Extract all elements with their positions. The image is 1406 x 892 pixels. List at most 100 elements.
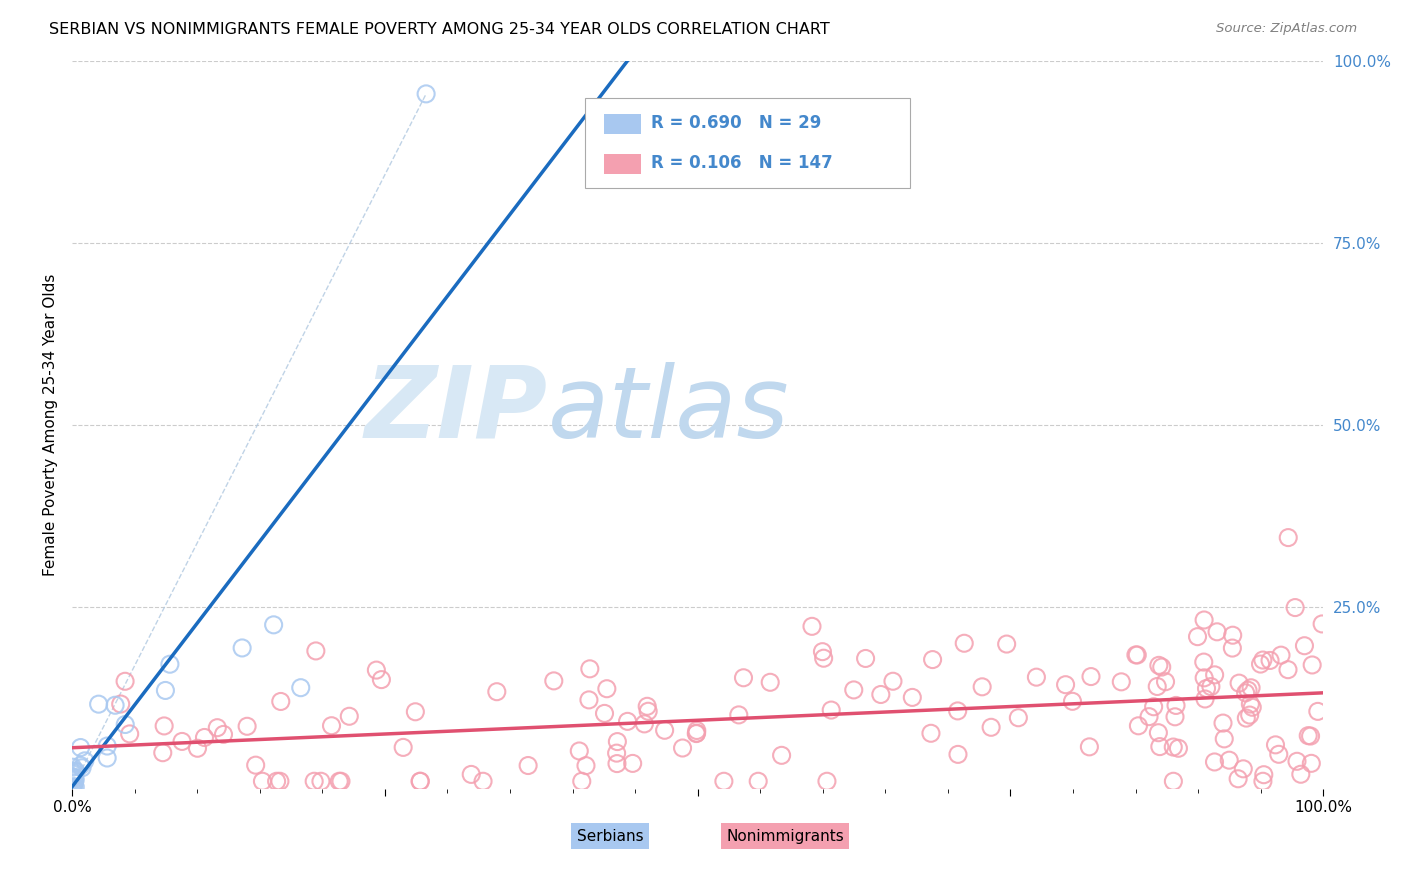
Point bbox=[270, 694, 292, 708]
Point bbox=[152, 746, 174, 760]
Point bbox=[263, 617, 285, 632]
Point bbox=[1146, 680, 1168, 694]
Point bbox=[305, 644, 328, 658]
Point bbox=[321, 719, 343, 733]
Point bbox=[811, 645, 834, 659]
Text: Serbians: Serbians bbox=[576, 829, 644, 844]
Point bbox=[1301, 657, 1323, 672]
Point bbox=[727, 707, 749, 722]
Point bbox=[801, 619, 824, 633]
Point bbox=[579, 662, 602, 676]
Point bbox=[155, 683, 177, 698]
Point bbox=[1237, 683, 1260, 698]
Point bbox=[63, 772, 86, 786]
Point bbox=[1192, 613, 1215, 627]
Bar bbox=[603, 113, 641, 134]
Point bbox=[1306, 705, 1329, 719]
Point bbox=[1111, 674, 1133, 689]
Point bbox=[404, 705, 426, 719]
Point bbox=[1239, 708, 1261, 723]
Point bbox=[1212, 716, 1234, 731]
Point bbox=[980, 720, 1002, 734]
Bar bbox=[603, 153, 641, 174]
Point bbox=[269, 774, 291, 789]
Y-axis label: Female Poverty Among 25-34 Year Olds: Female Poverty Among 25-34 Year Olds bbox=[44, 274, 58, 576]
Point bbox=[685, 726, 707, 740]
Point bbox=[337, 709, 360, 723]
Point bbox=[770, 748, 793, 763]
Point bbox=[70, 761, 93, 775]
Point bbox=[946, 747, 969, 762]
Point bbox=[1143, 699, 1166, 714]
Point bbox=[1149, 739, 1171, 754]
Text: Source: ZipAtlas.com: Source: ZipAtlas.com bbox=[1216, 22, 1357, 36]
Point bbox=[578, 693, 600, 707]
Point bbox=[813, 651, 835, 665]
Point bbox=[60, 766, 83, 780]
Point bbox=[1204, 755, 1226, 769]
Point bbox=[110, 697, 132, 711]
Point bbox=[633, 717, 655, 731]
Point bbox=[409, 774, 432, 789]
Point bbox=[207, 721, 229, 735]
Point bbox=[1025, 670, 1047, 684]
Point bbox=[472, 774, 495, 789]
Point bbox=[415, 87, 437, 101]
Point bbox=[236, 719, 259, 733]
Point bbox=[1125, 648, 1147, 662]
Point bbox=[328, 774, 350, 789]
Point bbox=[1277, 663, 1299, 677]
Point bbox=[212, 727, 235, 741]
Point bbox=[460, 767, 482, 781]
Point bbox=[820, 703, 842, 717]
Point bbox=[186, 741, 208, 756]
Point bbox=[543, 673, 565, 688]
Point bbox=[1078, 739, 1101, 754]
Point bbox=[330, 774, 353, 789]
Point bbox=[65, 780, 87, 794]
Point bbox=[1126, 648, 1149, 662]
Point bbox=[1258, 653, 1281, 667]
Point bbox=[946, 704, 969, 718]
Point bbox=[621, 756, 644, 771]
Point bbox=[685, 726, 707, 740]
Point bbox=[1187, 630, 1209, 644]
Point bbox=[60, 771, 83, 785]
Point bbox=[370, 673, 392, 687]
Point bbox=[686, 723, 709, 738]
Point bbox=[901, 690, 924, 705]
Point bbox=[654, 723, 676, 738]
Point bbox=[1192, 655, 1215, 669]
Point bbox=[1234, 711, 1257, 725]
Point bbox=[1285, 754, 1308, 768]
Point bbox=[869, 688, 891, 702]
Point bbox=[1218, 753, 1240, 767]
Point bbox=[575, 758, 598, 772]
Point bbox=[1299, 729, 1322, 743]
Point bbox=[747, 774, 769, 789]
Point bbox=[63, 773, 86, 788]
Point bbox=[1206, 624, 1229, 639]
Point bbox=[63, 771, 86, 785]
Point bbox=[1195, 681, 1218, 696]
Point bbox=[309, 774, 332, 789]
Text: atlas: atlas bbox=[547, 362, 789, 458]
Point bbox=[815, 774, 838, 789]
Point bbox=[1007, 711, 1029, 725]
Point bbox=[1239, 697, 1261, 711]
Point bbox=[1150, 660, 1173, 674]
Point bbox=[1270, 648, 1292, 662]
Point bbox=[1240, 681, 1263, 695]
Point bbox=[1163, 774, 1185, 789]
Point bbox=[1222, 641, 1244, 656]
Point bbox=[1250, 657, 1272, 671]
Point bbox=[87, 697, 110, 711]
Point bbox=[114, 717, 136, 731]
Point bbox=[855, 651, 877, 665]
Point bbox=[671, 741, 693, 756]
Point bbox=[62, 760, 84, 774]
Point bbox=[517, 758, 540, 772]
Text: Nonimmigrants: Nonimmigrants bbox=[727, 829, 844, 844]
Point bbox=[842, 682, 865, 697]
Point bbox=[65, 764, 87, 778]
